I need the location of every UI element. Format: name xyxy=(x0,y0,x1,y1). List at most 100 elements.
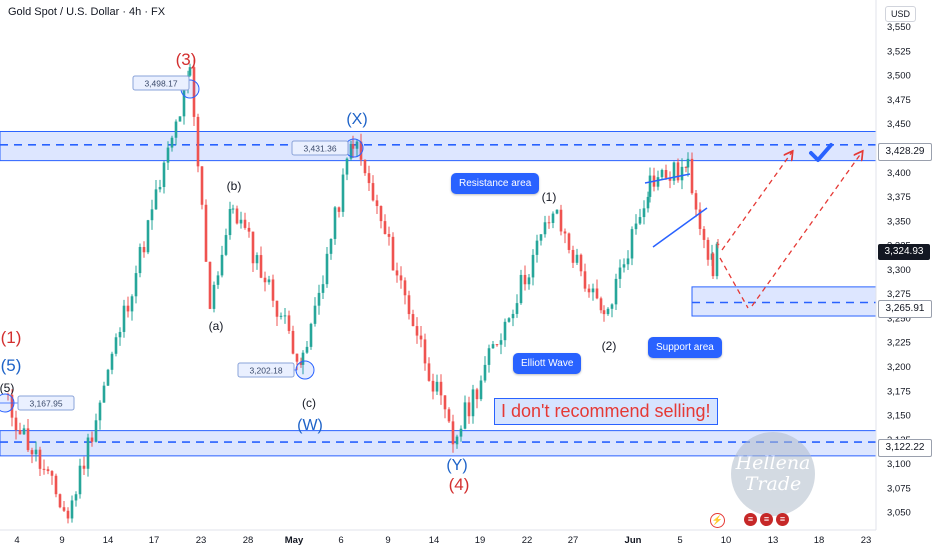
candle-body xyxy=(305,346,309,353)
candle-body xyxy=(200,166,204,205)
candle-body xyxy=(196,116,200,167)
candle-body xyxy=(455,436,459,445)
candle-body xyxy=(243,219,247,228)
candle-body xyxy=(595,288,599,299)
candle-body xyxy=(208,261,212,309)
candle-body xyxy=(345,158,349,175)
candle-body xyxy=(102,385,106,403)
candle-body xyxy=(467,402,471,417)
candle-body xyxy=(630,229,634,259)
watermark-logo: Hellena Trade xyxy=(731,432,815,516)
candle-body xyxy=(291,330,295,354)
price-tick-label: 3,350 xyxy=(887,216,911,227)
candle-body xyxy=(321,284,325,293)
candle-body xyxy=(379,206,383,222)
lightning-icon[interactable]: ⚡ xyxy=(710,513,725,528)
time-tick-label: 14 xyxy=(429,535,440,546)
candle-body xyxy=(46,469,50,472)
wave-label-3: (3) xyxy=(176,50,197,69)
candle-body xyxy=(511,313,515,319)
candle-body xyxy=(359,141,363,160)
candle-body xyxy=(618,267,622,279)
candle-body xyxy=(535,240,539,255)
candle-body xyxy=(531,254,535,278)
currency-button[interactable]: USD xyxy=(885,6,917,22)
candle-body xyxy=(255,255,259,264)
price-tick-label: 3,250 xyxy=(887,313,911,324)
candle-body xyxy=(14,417,18,430)
watermark-line-1: Hellena xyxy=(735,452,811,474)
candle-body xyxy=(313,305,317,324)
price-tick-label: 3,450 xyxy=(887,119,911,130)
candle-body xyxy=(178,116,182,122)
candle-body xyxy=(684,166,688,168)
candle-body xyxy=(383,221,387,235)
candle-body xyxy=(70,500,74,519)
candle-body xyxy=(134,273,138,297)
candle-body xyxy=(259,255,263,278)
candle-body xyxy=(676,162,680,181)
candle-body xyxy=(642,208,646,218)
price-tick-label: 3,200 xyxy=(887,362,911,373)
candle-body xyxy=(579,254,583,272)
support-area-callout: Support area xyxy=(648,337,722,358)
candle-body xyxy=(283,315,287,317)
candle-body xyxy=(427,363,431,381)
candle-body xyxy=(146,220,150,253)
candle-body xyxy=(475,389,479,400)
price-tick-label: 3,475 xyxy=(887,95,911,106)
candle-body xyxy=(690,158,694,194)
projection-up-2 xyxy=(751,152,862,307)
candle-body xyxy=(82,465,86,469)
price-label-box xyxy=(17,395,75,411)
candle-body xyxy=(279,315,283,317)
candle-body xyxy=(10,394,14,418)
zone-rect xyxy=(0,130,877,162)
candle-body xyxy=(711,253,715,277)
watermark-line-2: Trade xyxy=(744,473,802,495)
candle-body xyxy=(299,361,303,365)
wedge-lower-line xyxy=(652,207,708,248)
candle-body xyxy=(166,147,170,163)
price-tick-label: 3,500 xyxy=(887,71,911,82)
candle-body xyxy=(387,234,391,237)
time-tick-label: 6 xyxy=(338,535,343,546)
candle-body xyxy=(463,402,467,429)
candle-body xyxy=(90,437,94,442)
candle-body xyxy=(251,231,255,264)
candle-body xyxy=(235,208,239,224)
candle-body xyxy=(702,228,706,240)
price-label-text: 3,498.17 xyxy=(144,79,177,89)
candle-body xyxy=(118,331,122,338)
us-flag-icon[interactable]: ≡ xyxy=(776,513,789,526)
time-axis[interactable]: 4 9 14 17 23 28 May 6 9 14 19 22 27 Jun 5 10 13 18 23 xyxy=(0,529,876,546)
candle-body xyxy=(78,465,82,495)
price-tick-label: 3,375 xyxy=(887,192,911,203)
wave-label-5-minor: (5) xyxy=(0,381,14,395)
candle-body xyxy=(483,364,487,381)
wave-label-b: (b) xyxy=(227,179,242,193)
candle-body xyxy=(367,173,371,184)
highlight-circle xyxy=(295,360,315,380)
candle-body xyxy=(329,238,333,254)
wedge-upper-line xyxy=(644,173,691,184)
candle-body xyxy=(575,254,579,263)
candle-body xyxy=(443,395,447,410)
candle-body xyxy=(567,233,571,250)
candle-body xyxy=(212,284,216,309)
candle-body xyxy=(626,258,630,265)
candle-body xyxy=(499,340,503,345)
candle-body xyxy=(539,234,543,241)
us-flag-icon[interactable]: ≡ xyxy=(744,513,757,526)
price-tick-label: 3,525 xyxy=(887,46,911,57)
candle-body xyxy=(122,305,126,332)
candle-body xyxy=(391,236,395,271)
us-flag-icon[interactable]: ≡ xyxy=(760,513,773,526)
candle-body xyxy=(599,298,603,311)
time-tick-label: Jun xyxy=(625,535,642,546)
candle-body xyxy=(634,223,638,230)
candle-body xyxy=(459,428,463,437)
candle-body xyxy=(371,183,375,201)
resistance-price-tag: 3,428.29 xyxy=(878,143,932,161)
candle-body xyxy=(407,295,411,315)
